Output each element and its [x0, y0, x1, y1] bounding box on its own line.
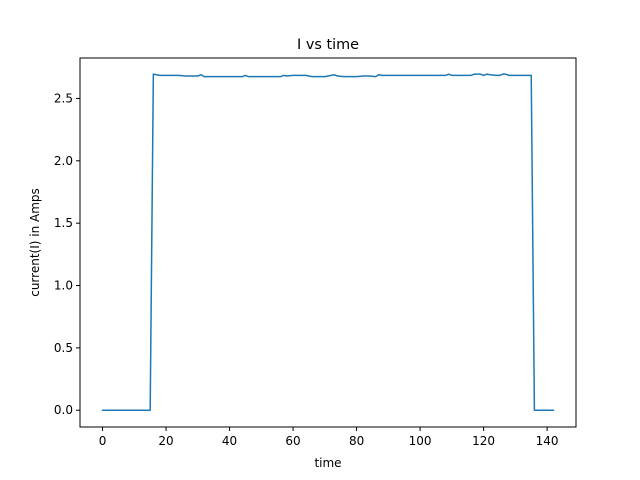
x-tick-label: 100: [409, 434, 432, 448]
y-tick-label: 1.5: [54, 216, 73, 230]
series-line: [101, 73, 555, 411]
x-tick-label: 40: [222, 434, 237, 448]
chart-title: I vs time: [297, 37, 359, 53]
axes-frame: [79, 57, 577, 428]
y-tick-label: 0.5: [54, 341, 73, 355]
plot-area: 0 20 40 60 80 100 120 140 0.0 0.5 1.0 1.5 2.0 2.5: [54, 57, 577, 448]
x-tick-label: 20: [158, 434, 173, 448]
x-axis-ticks: 0 20 40 60 80 100 120 140: [99, 427, 559, 448]
x-tick-label: 80: [349, 434, 364, 448]
y-tick-label: 0.0: [54, 403, 73, 417]
x-tick-label: 140: [536, 434, 559, 448]
x-axis-label: time: [314, 456, 341, 470]
series-layer: [101, 73, 555, 411]
x-tick-label: 0: [99, 434, 107, 448]
y-tick-label: 1.0: [54, 279, 73, 293]
x-tick-label: 120: [472, 434, 495, 448]
y-tick-label: 2.0: [54, 154, 73, 168]
y-axis-label: current(I) in Amps: [28, 188, 42, 297]
y-tick-label: 2.5: [54, 91, 73, 105]
y-axis-ticks: 0.0 0.5 1.0 1.5 2.0 2.5: [54, 91, 80, 417]
x-tick-label: 60: [285, 434, 300, 448]
